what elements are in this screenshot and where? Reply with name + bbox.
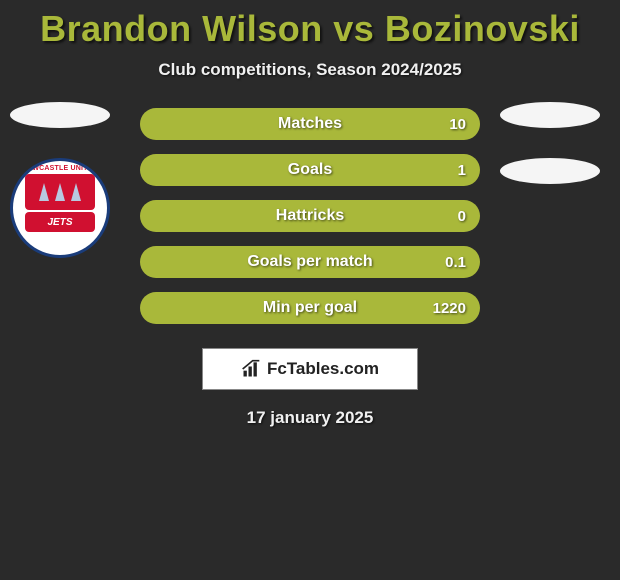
comparison-panel: NEWCASTLE UNITED JETS Matches 10 Goals 1… (0, 108, 620, 324)
stat-label: Min per goal (263, 299, 357, 317)
stat-bar-min-per-goal: Min per goal 1220 (140, 292, 480, 324)
stat-bar-goals-per-match: Goals per match 0.1 (140, 246, 480, 278)
date-text: 17 january 2025 (0, 408, 620, 428)
club-logo-top-text: NEWCASTLE UNITED (22, 165, 98, 172)
stat-label: Goals (288, 161, 332, 179)
stat-value: 1 (458, 162, 466, 179)
stat-value: 0.1 (445, 254, 466, 271)
stat-label: Matches (278, 115, 342, 133)
stat-bar-hattricks: Hattricks 0 (140, 200, 480, 232)
stat-bar-matches: Matches 10 (140, 108, 480, 140)
stat-value: 10 (449, 116, 466, 133)
stat-value: 0 (458, 208, 466, 225)
subtitle: Club competitions, Season 2024/2025 (0, 60, 620, 80)
brand-badge: FcTables.com (202, 348, 418, 390)
club-logo-banner: JETS (25, 212, 95, 232)
player2-placeholder-icon (500, 102, 600, 128)
right-player-column (500, 102, 600, 184)
player1-placeholder-icon (10, 102, 110, 128)
stats-bars: Matches 10 Goals 1 Hattricks 0 Goals per… (140, 108, 480, 324)
club-logo-jets-graphic (25, 174, 95, 210)
brand-text: FcTables.com (267, 359, 379, 379)
page-title: Brandon Wilson vs Bozinovski (0, 0, 620, 50)
stat-bar-goals: Goals 1 (140, 154, 480, 186)
stat-label: Hattricks (276, 207, 344, 225)
stat-label: Goals per match (247, 253, 372, 271)
club-logo: NEWCASTLE UNITED JETS (10, 158, 110, 258)
left-player-column: NEWCASTLE UNITED JETS (10, 102, 110, 258)
bar-chart-icon (241, 359, 261, 379)
player2-club-placeholder-icon (500, 158, 600, 184)
stat-value: 1220 (433, 300, 466, 317)
